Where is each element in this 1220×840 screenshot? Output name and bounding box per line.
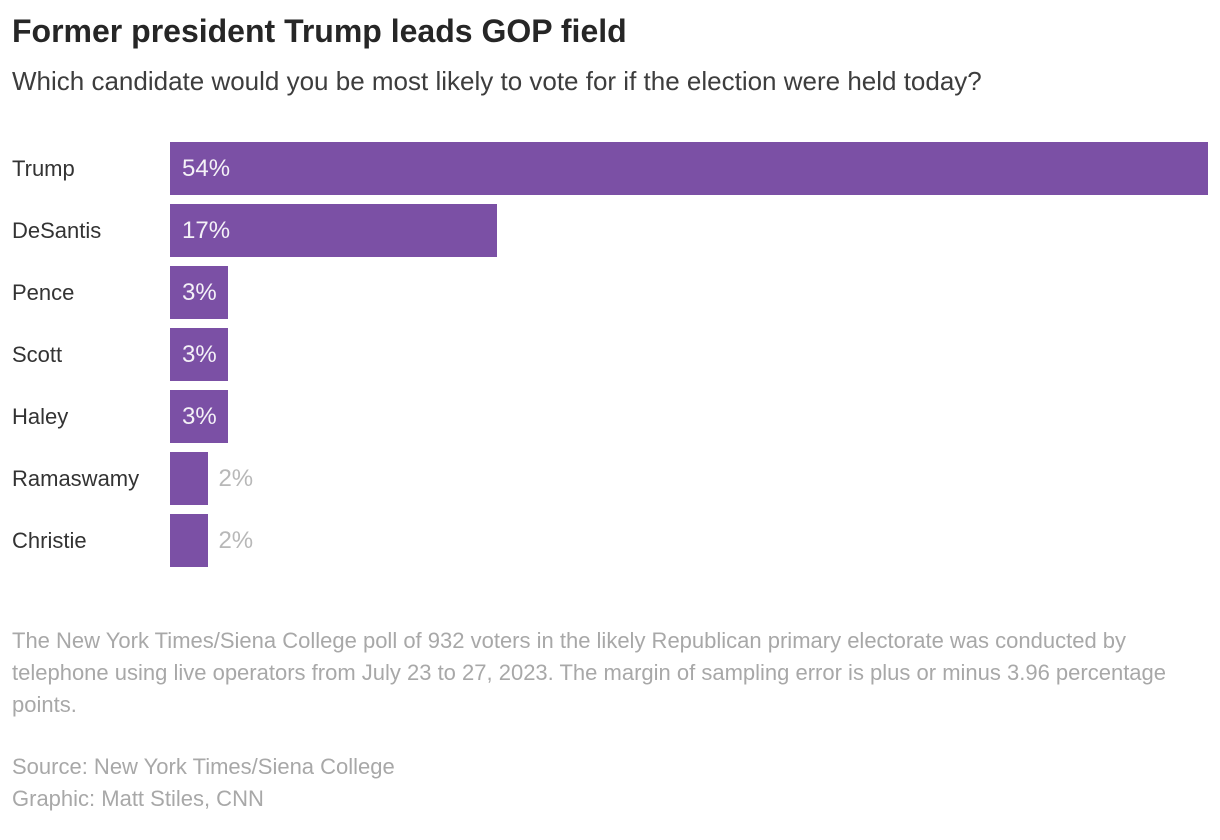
category-label: Trump (12, 155, 75, 181)
source-line: Source: New York Times/Siena College (12, 754, 395, 780)
chart-subtitle: Which candidate would you be most likely… (12, 66, 982, 97)
bar-value: 3% (182, 278, 217, 306)
bar-ramaswamy (170, 452, 209, 506)
bar-track: 2% (170, 514, 1208, 568)
bar-track: 3% (170, 390, 1208, 444)
category-label: Scott (12, 341, 63, 367)
category-label: Ramaswamy (12, 465, 140, 491)
bar-track: 17% (170, 204, 1208, 258)
bar-value: 54% (182, 154, 231, 182)
credits-block: Source: New York Times/Siena College Gra… (12, 751, 1208, 815)
bar-pence: 3% (170, 266, 228, 320)
bar-value: 2% (218, 526, 254, 554)
bar-value: 2% (218, 464, 254, 492)
bar-track: 3% (170, 266, 1208, 320)
bar-row-trump: Trump 54% (12, 142, 1208, 196)
bar-desantis: 17% (170, 204, 497, 258)
bar-track: 3% (170, 328, 1208, 382)
page-title: Former president Trump leads GOP field (12, 13, 627, 49)
page: Former president Trump leads GOP field W… (0, 12, 1220, 815)
bar-christie (170, 514, 209, 568)
bar-chart: Trump 54% DeSantis 17% Pence 3% (12, 142, 1208, 568)
bar-track: 54% (170, 142, 1208, 196)
bar-value: 3% (182, 402, 217, 430)
footer-note: The New York Times/Siena College poll of… (12, 628, 1167, 718)
bar-track: 2% (170, 452, 1208, 506)
category-label: Haley (12, 403, 69, 429)
graphic-credit-line: Graphic: Matt Stiles, CNN (12, 786, 264, 812)
bar-scott: 3% (170, 328, 228, 382)
bar-row-haley: Haley 3% (12, 390, 1208, 444)
category-label: Christie (12, 527, 87, 553)
category-label: DeSantis (12, 217, 102, 243)
category-label: Pence (12, 279, 75, 305)
bar-row-desantis: DeSantis 17% (12, 204, 1208, 258)
bar-value: 3% (182, 340, 217, 368)
bar-row-christie: Christie 2% (12, 514, 1208, 568)
bar-row-scott: Scott 3% (12, 328, 1208, 382)
bar-haley: 3% (170, 390, 228, 444)
bar-row-ramaswamy: Ramaswamy 2% (12, 452, 1208, 506)
bar-trump: 54% (170, 142, 1208, 196)
bar-value: 17% (182, 216, 231, 244)
bar-row-pence: Pence 3% (12, 266, 1208, 320)
